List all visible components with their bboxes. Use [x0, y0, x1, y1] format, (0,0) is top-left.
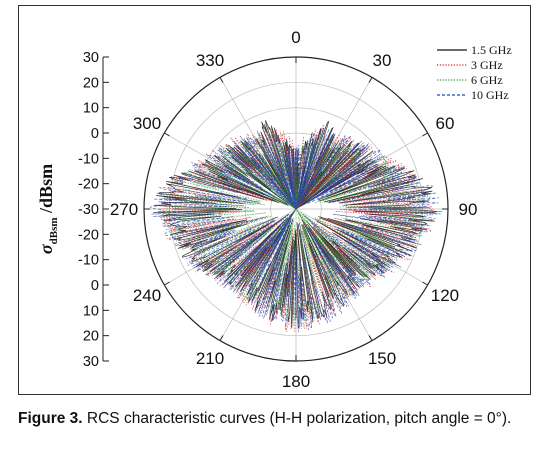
polar-angle-tick — [368, 77, 373, 83]
angle-tick-label: 240 — [133, 286, 161, 305]
polar-angle-tick — [422, 281, 428, 286]
radial-tick-label: 0 — [91, 126, 99, 142]
angle-tick-label: 60 — [435, 114, 454, 133]
angle-tick-label: 150 — [368, 349, 396, 368]
angle-tick-label: 120 — [431, 286, 459, 305]
radial-tick-label: 20 — [83, 329, 99, 345]
radial-tick-label: 10 — [83, 303, 99, 319]
radial-tick-label: 30 — [83, 354, 99, 370]
radial-tick-label: 0 — [91, 278, 99, 294]
radial-tick-label: -20 — [78, 177, 99, 193]
angle-tick-label: 210 — [196, 349, 224, 368]
polar-angle-tick — [422, 132, 428, 137]
polar-angle-tick — [219, 77, 224, 83]
y-axis-label: σdBsm /dBsm — [36, 164, 60, 254]
legend-label: 6 GHz — [471, 73, 503, 87]
polar-angle-tick — [164, 281, 170, 286]
y-axis-label-subscript: dBsm — [48, 217, 60, 244]
angle-tick-label: 180 — [282, 372, 310, 391]
figure-frame: 0 30 60 90 120 150 180 210 240 270 300 330 1.5 GHz 3 … — [18, 5, 531, 395]
y-axis-label-unit: /dBsm — [36, 164, 56, 218]
caption-label: Figure 3. — [18, 410, 83, 427]
legend-label: 10 GHz — [471, 88, 509, 102]
polar-angle-tick — [368, 335, 373, 341]
radial-tick-label: -30 — [78, 202, 99, 218]
angle-tick-label: 330 — [196, 51, 224, 70]
radial-tick-label: -10 — [78, 253, 99, 269]
caption-text: RCS characteristic curves (H-H polarizat… — [82, 410, 512, 427]
series-line-6-ghz — [157, 130, 433, 326]
angle-tick-label: 90 — [459, 200, 478, 219]
figure-caption: Figure 3. RCS characteristic curves (H-H… — [18, 407, 533, 430]
y-axis-label-symbol: σ — [36, 243, 56, 254]
polar-angle-tick — [219, 335, 224, 341]
radial-tick-label: 30 — [83, 50, 99, 66]
angle-tick-label: 0 — [291, 28, 300, 47]
radial-tick-label: 20 — [83, 75, 99, 91]
radial-tick-label: 10 — [83, 101, 99, 117]
legend-label: 3 GHz — [471, 58, 503, 72]
radial-tick-label: -10 — [78, 151, 99, 167]
series-line-10-ghz — [149, 126, 443, 333]
legend-label: 1.5 GHz — [471, 43, 512, 57]
radial-tick-label: -20 — [78, 227, 99, 243]
angle-tick-label: 270 — [110, 200, 138, 219]
angle-tick-label: 30 — [373, 51, 392, 70]
angle-tick-label: 300 — [133, 114, 161, 133]
polar-angle-tick — [164, 132, 170, 137]
